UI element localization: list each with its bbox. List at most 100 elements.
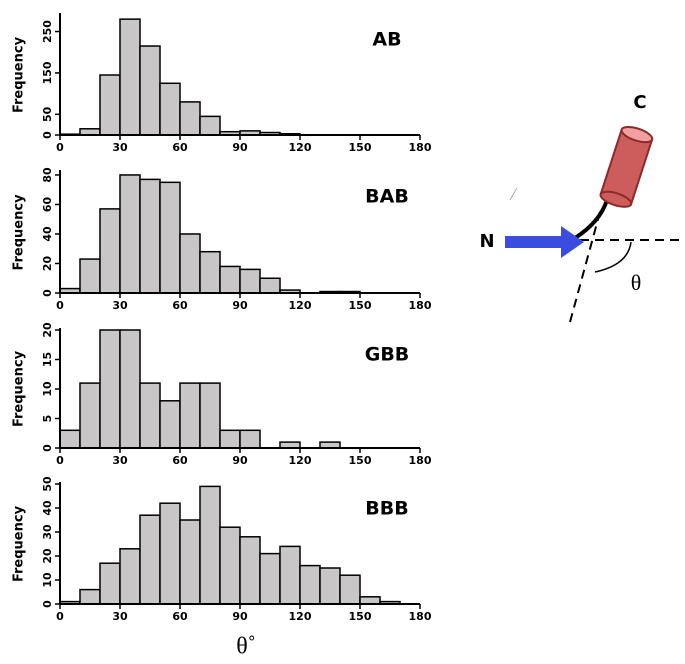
x-tick-label: 180 <box>409 299 432 312</box>
bar <box>199 485 221 605</box>
x-tick-label: 30 <box>112 454 128 467</box>
x-tick-label: 120 <box>289 610 312 623</box>
y-tick-label: 40 <box>41 500 54 516</box>
bar <box>199 382 221 449</box>
y-tick-label: 40 <box>41 226 54 242</box>
bar <box>159 82 181 136</box>
bar <box>119 174 141 294</box>
x-tick-label: 60 <box>172 610 188 623</box>
x-tick-label: 60 <box>172 299 188 312</box>
x-tick-label: 30 <box>112 299 128 312</box>
bar <box>319 567 341 605</box>
bar <box>79 588 101 605</box>
angle-label: θ <box>631 270 642 295</box>
y-tick-label: 0 <box>41 444 54 452</box>
bar <box>159 181 181 294</box>
x-tick-label: 90 <box>232 454 248 467</box>
bar <box>179 382 201 449</box>
bar <box>179 101 201 136</box>
bar <box>219 526 241 605</box>
x-tick-label: 90 <box>232 299 248 312</box>
y-tick-label: 20 <box>41 548 54 564</box>
x-tick-label: 30 <box>112 141 128 154</box>
x-tick-label: 60 <box>172 141 188 154</box>
y-axis-label: Frequency <box>12 350 27 427</box>
dashed-axis <box>569 211 601 323</box>
bar <box>159 502 181 605</box>
bar <box>139 178 161 294</box>
bar <box>239 429 261 449</box>
bar <box>359 596 381 605</box>
x-tick-label: 150 <box>349 610 372 623</box>
bar <box>99 74 121 136</box>
bar <box>279 545 301 605</box>
panel-title: AB <box>372 29 401 51</box>
x-tick-label: 150 <box>349 454 372 467</box>
bar <box>219 265 241 294</box>
y-tick-label: 20 <box>41 322 54 338</box>
panel-title: GBB <box>365 344 410 366</box>
x-tick-label: 60 <box>172 454 188 467</box>
y-tick-label: 5 <box>41 415 54 423</box>
y-tick-label: 0 <box>41 600 54 608</box>
y-axis-label: Frequency <box>12 505 27 582</box>
y-tick-label: 0 <box>41 289 54 297</box>
bar <box>99 329 121 449</box>
y-tick-label: 15 <box>41 352 54 367</box>
x-tick-label: 0 <box>56 141 64 154</box>
bar <box>199 115 221 136</box>
y-tick-label: 60 <box>41 196 54 212</box>
bar <box>239 536 261 605</box>
bar <box>99 562 121 605</box>
bar <box>159 400 181 449</box>
x-tick-label: 150 <box>349 299 372 312</box>
stray-line <box>509 187 518 201</box>
arrow-head <box>561 226 584 258</box>
bar <box>99 208 121 294</box>
y-tick-label: 50 <box>41 476 54 492</box>
x-tick-label: 0 <box>56 454 64 467</box>
bar <box>139 382 161 449</box>
x-tick-label: 120 <box>289 299 312 312</box>
n-label: N <box>479 231 494 252</box>
x-tick-label: 0 <box>56 299 64 312</box>
y-tick-label: 80 <box>41 167 54 183</box>
bar <box>79 258 101 294</box>
y-axis-label: Frequency <box>12 194 27 271</box>
bar <box>59 429 81 449</box>
x-tick-label: 0 <box>56 610 64 623</box>
bar <box>119 18 141 136</box>
bar <box>259 277 281 294</box>
bar <box>139 45 161 136</box>
x-tick-label: 30 <box>112 610 128 623</box>
bar <box>219 429 241 449</box>
bar <box>339 574 361 605</box>
x-tick-label: 120 <box>289 454 312 467</box>
arrow-shaft <box>505 236 563 248</box>
bar <box>179 233 201 294</box>
diagram: C N θ <box>479 92 685 323</box>
y-tick-label: 20 <box>41 255 54 271</box>
panel-title: BBB <box>365 498 408 520</box>
x-tick-label: 120 <box>289 141 312 154</box>
cylinder <box>599 126 654 208</box>
y-tick-label: 0 <box>41 131 54 139</box>
bar <box>299 564 321 605</box>
bar <box>179 519 201 605</box>
x-axis-label: θ˚ <box>236 634 256 660</box>
y-tick-label: 250 <box>41 20 54 43</box>
x-tick-label: 180 <box>409 141 432 154</box>
x-tick-label: 180 <box>409 610 432 623</box>
x-tick-label: 90 <box>232 610 248 623</box>
bar <box>119 329 141 449</box>
bar <box>199 250 221 294</box>
x-tick-label: 90 <box>232 141 248 154</box>
y-tick-label: 50 <box>41 106 54 122</box>
bar <box>119 548 141 605</box>
y-axis-label: Frequency <box>12 36 27 113</box>
y-tick-label: 30 <box>41 524 54 540</box>
y-tick-label: 150 <box>41 61 54 84</box>
bar <box>139 514 161 605</box>
panel-title: BAB <box>365 186 409 208</box>
